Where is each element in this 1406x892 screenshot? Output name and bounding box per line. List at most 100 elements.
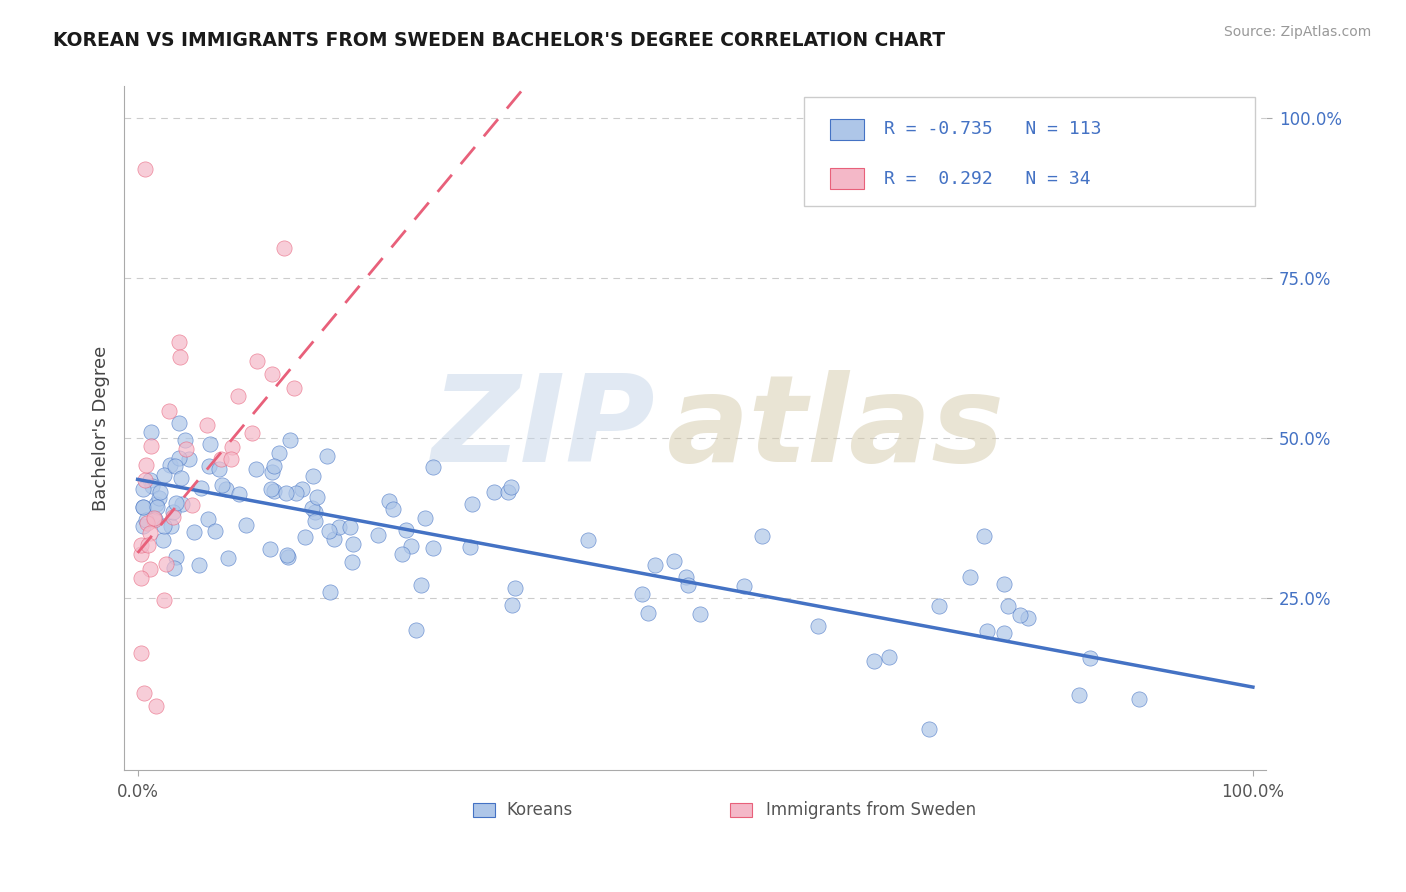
Y-axis label: Bachelor's Degree: Bachelor's Degree bbox=[93, 345, 110, 511]
Point bbox=[993, 577, 1015, 591]
Point bbox=[190, 481, 212, 495]
Point bbox=[482, 485, 505, 500]
Point bbox=[413, 511, 436, 525]
Point bbox=[263, 483, 285, 498]
Point bbox=[141, 479, 163, 493]
Point bbox=[132, 500, 155, 514]
Point bbox=[177, 452, 200, 467]
Point bbox=[209, 452, 232, 467]
Point bbox=[301, 501, 323, 516]
Point bbox=[134, 473, 156, 487]
Point bbox=[134, 162, 156, 177]
Text: R = -0.735   N = 113: R = -0.735 N = 113 bbox=[884, 120, 1101, 138]
Point bbox=[409, 578, 432, 592]
Point bbox=[283, 381, 305, 395]
Point bbox=[136, 538, 159, 552]
Point bbox=[318, 524, 340, 538]
Point bbox=[877, 650, 900, 665]
Point bbox=[135, 513, 157, 527]
Point bbox=[162, 510, 184, 524]
Point bbox=[862, 654, 884, 668]
Point bbox=[675, 570, 697, 584]
Point bbox=[163, 561, 186, 575]
Point bbox=[319, 585, 342, 599]
Point bbox=[170, 497, 193, 511]
Point bbox=[162, 505, 184, 519]
Point bbox=[993, 626, 1015, 640]
Point bbox=[576, 533, 599, 548]
Point bbox=[1069, 688, 1091, 702]
Point bbox=[1128, 691, 1150, 706]
Point bbox=[188, 558, 211, 572]
Point bbox=[139, 425, 162, 439]
Point bbox=[304, 514, 326, 528]
Point bbox=[129, 547, 152, 561]
FancyBboxPatch shape bbox=[804, 96, 1256, 206]
Point bbox=[160, 518, 183, 533]
Point bbox=[976, 624, 998, 639]
Point bbox=[342, 537, 364, 551]
Point bbox=[183, 524, 205, 539]
Point bbox=[152, 593, 174, 607]
Point bbox=[973, 529, 995, 543]
Point bbox=[145, 500, 167, 514]
Point bbox=[153, 468, 176, 483]
Point bbox=[662, 554, 685, 568]
Point bbox=[461, 497, 484, 511]
Text: Source: ZipAtlas.com: Source: ZipAtlas.com bbox=[1223, 25, 1371, 39]
Point bbox=[139, 439, 162, 453]
Point bbox=[143, 511, 166, 525]
Point bbox=[165, 458, 187, 473]
Point bbox=[217, 550, 239, 565]
Point bbox=[395, 524, 418, 538]
Point bbox=[263, 458, 285, 473]
Point bbox=[174, 433, 197, 447]
Point bbox=[676, 578, 699, 592]
Point bbox=[277, 549, 299, 564]
Point bbox=[301, 469, 323, 483]
Point bbox=[134, 686, 156, 700]
Point bbox=[305, 490, 328, 504]
Bar bbox=[830, 169, 865, 189]
Point bbox=[401, 540, 423, 554]
Point bbox=[997, 599, 1019, 613]
Point bbox=[221, 440, 243, 454]
Point bbox=[200, 437, 222, 451]
Point bbox=[1017, 610, 1039, 624]
Point bbox=[496, 484, 519, 499]
Point bbox=[928, 599, 950, 614]
Point bbox=[644, 558, 666, 573]
Point bbox=[245, 462, 267, 476]
Point bbox=[733, 579, 755, 593]
Point bbox=[422, 459, 444, 474]
Point bbox=[145, 699, 167, 714]
Point bbox=[169, 350, 191, 364]
Point bbox=[135, 458, 157, 473]
Point bbox=[215, 482, 238, 496]
Point bbox=[285, 486, 308, 500]
Point bbox=[165, 496, 187, 510]
Bar bbox=[472, 803, 495, 817]
Point bbox=[807, 618, 830, 632]
Point bbox=[458, 540, 481, 554]
Point bbox=[240, 426, 263, 441]
Point bbox=[149, 484, 172, 499]
Text: Immigrants from Sweden: Immigrants from Sweden bbox=[766, 801, 976, 819]
Point bbox=[339, 520, 361, 534]
Point bbox=[219, 452, 242, 467]
Point bbox=[211, 478, 233, 492]
Point bbox=[501, 480, 523, 494]
Point bbox=[143, 512, 166, 526]
Point bbox=[235, 517, 257, 532]
Point bbox=[198, 459, 221, 474]
Bar bbox=[830, 120, 865, 140]
Point bbox=[751, 529, 773, 543]
Point bbox=[315, 449, 337, 463]
Point bbox=[169, 417, 191, 431]
Point bbox=[132, 519, 155, 533]
Text: atlas: atlas bbox=[666, 370, 1005, 487]
Point bbox=[382, 502, 405, 516]
Point bbox=[262, 367, 284, 381]
Point bbox=[145, 497, 167, 511]
Point bbox=[129, 646, 152, 660]
